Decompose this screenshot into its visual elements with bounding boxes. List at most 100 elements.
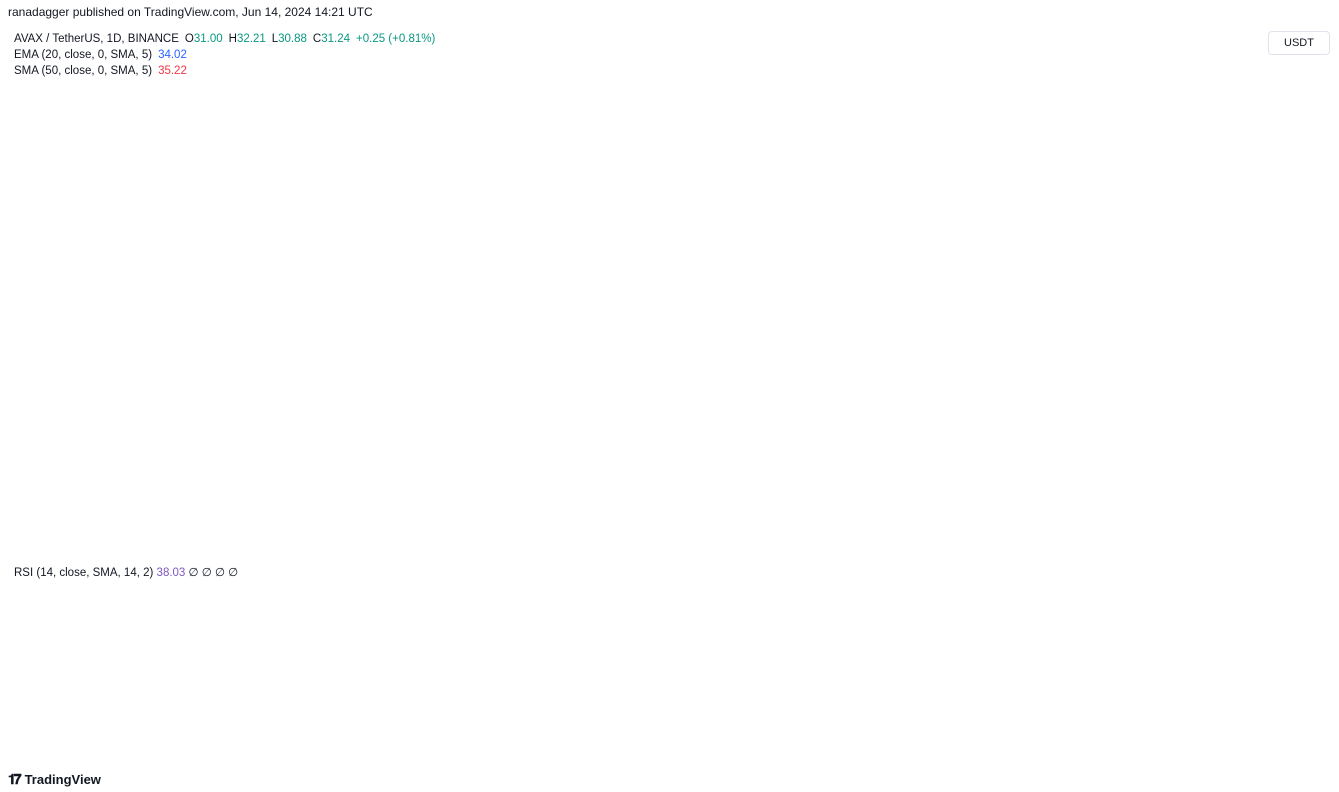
lightning-icon[interactable] (1170, 534, 1190, 554)
candle-body (287, 105, 293, 114)
candle-body (443, 201, 449, 210)
price-axis-labels[interactable]: 64.0060.0056.0052.0048.0044.0040.0036.00… (1272, 35, 1301, 545)
candle-body (847, 101, 853, 116)
candle-body (1179, 201, 1185, 212)
candle-body (370, 173, 376, 185)
candle-body (1127, 177, 1133, 181)
badge-name-box (1201, 182, 1261, 199)
candle-body (360, 156, 366, 174)
candle-body (1106, 173, 1112, 181)
candle-body (1117, 180, 1123, 182)
time-axis-labels[interactable]: Dec 2024 Feb Mar Apr May Jun (155, 741, 1124, 753)
candle-body (494, 184, 500, 191)
rsi-band (8, 619, 1262, 722)
price-tick-label: 48.00 (1272, 103, 1301, 115)
symbol-row: AVAX / TetherUS, 1D, BINANCE O31.00 H32.… (14, 31, 435, 47)
ema20-line (9, 85, 1183, 448)
rsi-axis-labels[interactable]: 80.00 60.00 40.00 (1272, 589, 1301, 703)
candle-body (48, 340, 54, 375)
price-tick-label: 16.00 (1272, 366, 1301, 378)
candle-body (660, 134, 666, 141)
rsi-badge-name-box (1237, 692, 1261, 709)
candle-body (1158, 201, 1164, 207)
candle-body (702, 63, 708, 85)
candle-body (183, 241, 189, 277)
candle-body (733, 56, 739, 72)
candle-body (329, 152, 335, 159)
price-axis-badges: SMA:MA 35.22 EMA 34.02 AVAXUSDT 31.24 +155.86%… (1200, 90, 1329, 709)
rsi-legend-extras: ∅ ∅ ∅ ∅ (188, 567, 239, 579)
currency-selector[interactable]: USDT (1268, 31, 1330, 55)
level-badge-value: 29.00 (1270, 224, 1299, 236)
chart-legend: AVAX / TetherUS, 1D, BINANCE O31.00 H32.… (14, 31, 435, 79)
candle-body (391, 170, 397, 176)
time-tick-label: Feb (477, 741, 497, 753)
candle-body (650, 134, 656, 144)
badge-name: AVAXUSDT (1200, 206, 1258, 218)
candle-body (619, 167, 625, 178)
sma-legend-label: SMA (50, close, 0, SMA, 5) (14, 65, 153, 77)
badge-value: 35.22 (1270, 178, 1299, 190)
candle-body (878, 184, 884, 195)
symbol-title[interactable]: AVAX / TetherUS, 1D, BINANCE (14, 33, 179, 45)
candle-body (308, 118, 314, 141)
ema-legend-row[interactable]: EMA (20, close, 0, SMA, 5) 34.02 (14, 47, 435, 63)
candle-body (484, 187, 490, 191)
badge-extra: +155.86% (1270, 220, 1320, 232)
rsi-legend[interactable]: RSI (14, close, SMA, 14, 2) 38.03 ∅ ∅ ∅ … (14, 565, 238, 579)
badge-value: 34.02 (1270, 186, 1299, 198)
time-tick-label: May (943, 741, 965, 753)
candle-body (1023, 198, 1029, 206)
candle-body (754, 75, 760, 81)
horizontal-levels[interactable] (175, 97, 1262, 231)
candle-body (297, 105, 303, 119)
candle-body (775, 71, 781, 81)
price-tick-label: 12.00 (1272, 435, 1301, 447)
ohlc-high: H32.21 (228, 33, 266, 45)
candle-body (795, 84, 801, 99)
price-tick-label: 20.00 (1272, 313, 1301, 325)
candle-body (1044, 180, 1050, 191)
candle-body (629, 152, 635, 168)
tradingview-logo-text: TradingView (24, 772, 101, 787)
candle-body (692, 84, 698, 116)
candle-body (173, 276, 179, 290)
badge-name: EMA (1234, 186, 1259, 198)
candle-body (826, 105, 832, 116)
rsi-badge-name: RSI (1240, 696, 1258, 708)
rsi-overbought-area (20, 573, 42, 620)
level-badge-box (1263, 144, 1303, 161)
candle-body (1169, 201, 1175, 207)
rsi-path (9, 572, 1183, 728)
candle-body (992, 173, 998, 181)
candle-body (577, 152, 583, 156)
candle-body (1138, 177, 1144, 179)
price-tick-label: 44.00 (1272, 124, 1301, 136)
time-tick-label: Mar (628, 741, 648, 753)
candle-body (1055, 155, 1061, 181)
rsi-legend-label: RSI (14, close, SMA, 14, 2) (14, 567, 154, 579)
candle-body (453, 205, 459, 210)
price-tick-label: 52.00 (1272, 84, 1301, 96)
grid-lines (8, 25, 1262, 734)
ema-legend-value: 34.02 (158, 49, 187, 61)
badge-value-box (1263, 203, 1329, 248)
tradingview-logo-icon: 𝟏𝟕 (8, 771, 22, 787)
candle-body (463, 194, 469, 206)
candle-body (1003, 180, 1009, 188)
candle-body (111, 300, 117, 310)
candle-body (609, 173, 615, 178)
candle-body (640, 143, 646, 153)
price-tick-label: 8.00 (1272, 532, 1294, 544)
candle-body (1096, 170, 1102, 174)
candle-body (764, 71, 770, 81)
price-tick-label: 36.00 (1272, 172, 1301, 184)
candle-body (1086, 167, 1092, 171)
candle-body (1075, 161, 1081, 168)
rsi-tick-label: 60.00 (1272, 640, 1301, 652)
badge-name-box (1201, 203, 1261, 220)
tradingview-logo[interactable]: 𝟏𝟕 TradingView (8, 771, 101, 788)
sma-legend-row[interactable]: SMA (50, close, 0, SMA, 5) 35.22 (14, 63, 435, 79)
rsi-tick-label: 40.00 (1272, 691, 1301, 703)
